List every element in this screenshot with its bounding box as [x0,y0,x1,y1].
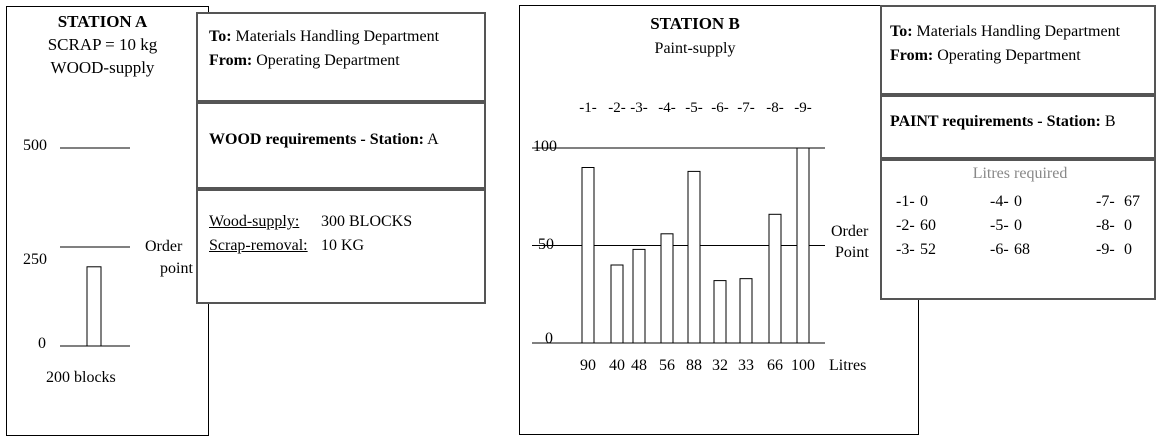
station-b-bar [581,167,595,344]
station-b-category-label: -9- [794,100,812,116]
station-b-category-label: -4- [658,100,676,116]
station-b-value-label: 90 [580,357,596,374]
memo-b-table-litres-cell: 52 [920,241,936,258]
memo-a-item-2-label: Scrap-removal: [209,237,308,254]
station-b-y-100: 100 [533,138,557,155]
memo-b-to-line: To: Materials Handling Department [890,23,1120,41]
memo-a-separator-1 [198,100,484,104]
station-b-order-point-label-2: Point [835,244,869,261]
station-b-supply: Paint-supply [654,40,736,57]
station-b-value-label: 33 [738,357,754,374]
memo-b-table-litres-cell: 60 [920,217,936,234]
memo-b-table-litres-cell: 0 [1014,193,1022,210]
station-b-bar [713,280,727,344]
station-a-order-point-label-1: Order [145,238,183,255]
station-b-value-label: 100 [791,357,815,374]
station-a-title: STATION A [57,12,148,31]
station-b-y-0: 0 [545,330,553,347]
memo-a-item-2: Scrap-removal: 10 KG [209,237,364,255]
memo-b-table-station-cell: -2- [896,217,915,234]
station-a-scrap: SCRAP = 10 kg [47,35,158,54]
station-b-category-label: -2- [608,100,626,116]
memo-b-table-station-cell: -4- [990,193,1009,210]
memo-b-from-label: From: [890,47,934,64]
memo-a-to-line: To: Materials Handling Department [209,28,439,46]
station-b-bar [660,233,674,344]
memo-b-table-station-cell: -3- [896,241,915,258]
station-a-level-250: 250 [23,251,47,268]
memo-b-from-value: Operating Department [937,47,1081,64]
memo-a: To: Materials Handling Department From: … [196,12,486,304]
memo-a-from-line: From: Operating Department [209,52,400,70]
memo-b-table-station-cell: -7- [1096,193,1115,210]
memo-b-requirement-title: PAINT requirements - Station: [890,113,1101,130]
station-b-bar [632,248,646,344]
station-a-bar [86,266,102,347]
memo-a-item-1: Wood-supply: 300 BLOCKS [209,213,412,231]
memo-b-from-line: From: Operating Department [890,47,1081,65]
memo-a-from-label: From: [209,52,253,69]
station-b-category-label: -3- [630,100,648,116]
memo-a-item-1-value: 300 BLOCKS [321,213,413,230]
station-b-value-label: 56 [659,357,675,374]
station-b-bar [768,213,782,344]
memo-b-separator-1 [882,93,1154,97]
memo-b-table-station-cell: -1- [896,193,915,210]
memo-b-table-station-cell: -9- [1096,241,1115,258]
station-b-unit-label: Litres [829,357,867,374]
station-b-value-label: 40 [609,357,625,374]
station-b-value-label: 66 [767,357,783,374]
memo-b-to-label: To: [890,23,913,40]
memo-b-table-station-cell: -6- [990,241,1009,258]
memo-a-station-id: A [427,131,439,148]
memo-b-table-litres-cell: 0 [1124,241,1132,258]
station-a-level-0: 0 [38,335,46,352]
memo-b-table-header: Litres required [972,165,1068,182]
station-b-title: STATION B [650,14,740,33]
station-a-supply: WOOD-supply [50,58,155,77]
station-b-category-label: -8- [766,100,784,116]
station-b-chart: -1- 90 -2- 40 -3- 48 -4- 56 -5- 88 -6- 32 -7- 33 -8- 66… [532,100,825,374]
memo-b-table-litres-cell: 0 [1014,217,1022,234]
memo-b-table-litres-cell: 0 [1124,217,1132,234]
station-b-order-point-label-1: Order [831,223,869,240]
station-b-category-label: -1- [579,100,597,116]
memo-b-table-litres-cell: 0 [920,193,928,210]
station-b-bar [796,147,810,344]
station-a-chart [60,147,130,347]
station-b-bar [739,278,753,344]
memo-a-to-value: Materials Handling Department [235,28,440,45]
station-a-panel [6,6,209,436]
memo-b-requirement-line: PAINT requirements - Station: B [890,113,1115,131]
memo-a-header: To: Materials Handling Department From: … [198,14,484,100]
memo-b-table-litres-cell: 68 [1014,241,1030,258]
station-b-category-label: -7- [737,100,755,116]
station-b-value-label: 48 [631,357,647,374]
station-b-bar [610,264,624,344]
memo-a-separator-2 [198,187,484,191]
station-b-category-label: -5- [685,100,703,116]
memo-b: To: Materials Handling Department From: … [880,5,1156,300]
memo-b-to-value: Materials Handling Department [916,23,1121,40]
station-a-order-point-label-2: point [160,260,193,277]
station-b-bar [687,170,701,344]
station-a-level-500: 500 [23,137,47,154]
station-a-stock-label: 200 blocks [46,369,116,386]
station-b-value-label: 32 [712,357,728,374]
station-b-value-label: 88 [686,357,702,374]
station-b-y-50: 50 [538,236,554,253]
station-b-category-label: -6- [711,100,729,116]
memo-b-station-id: B [1104,113,1116,130]
memo-a-requirement-line: WOOD requirements - Station: A [209,131,439,149]
memo-a-item-2-value: 10 KG [321,237,365,254]
memo-b-table-litres-cell: 67 [1124,193,1140,210]
memo-b-table-station-cell: -5- [990,217,1009,234]
memo-a-to-label: To: [209,28,232,45]
memo-b-separator-2 [882,157,1154,161]
memo-a-item-1-label: Wood-supply: [209,213,300,230]
memo-a-from-value: Operating Department [256,52,400,69]
memo-b-table-station-cell: -8- [1096,217,1115,234]
memo-a-requirement-title: WOOD requirements - Station: [209,131,424,148]
